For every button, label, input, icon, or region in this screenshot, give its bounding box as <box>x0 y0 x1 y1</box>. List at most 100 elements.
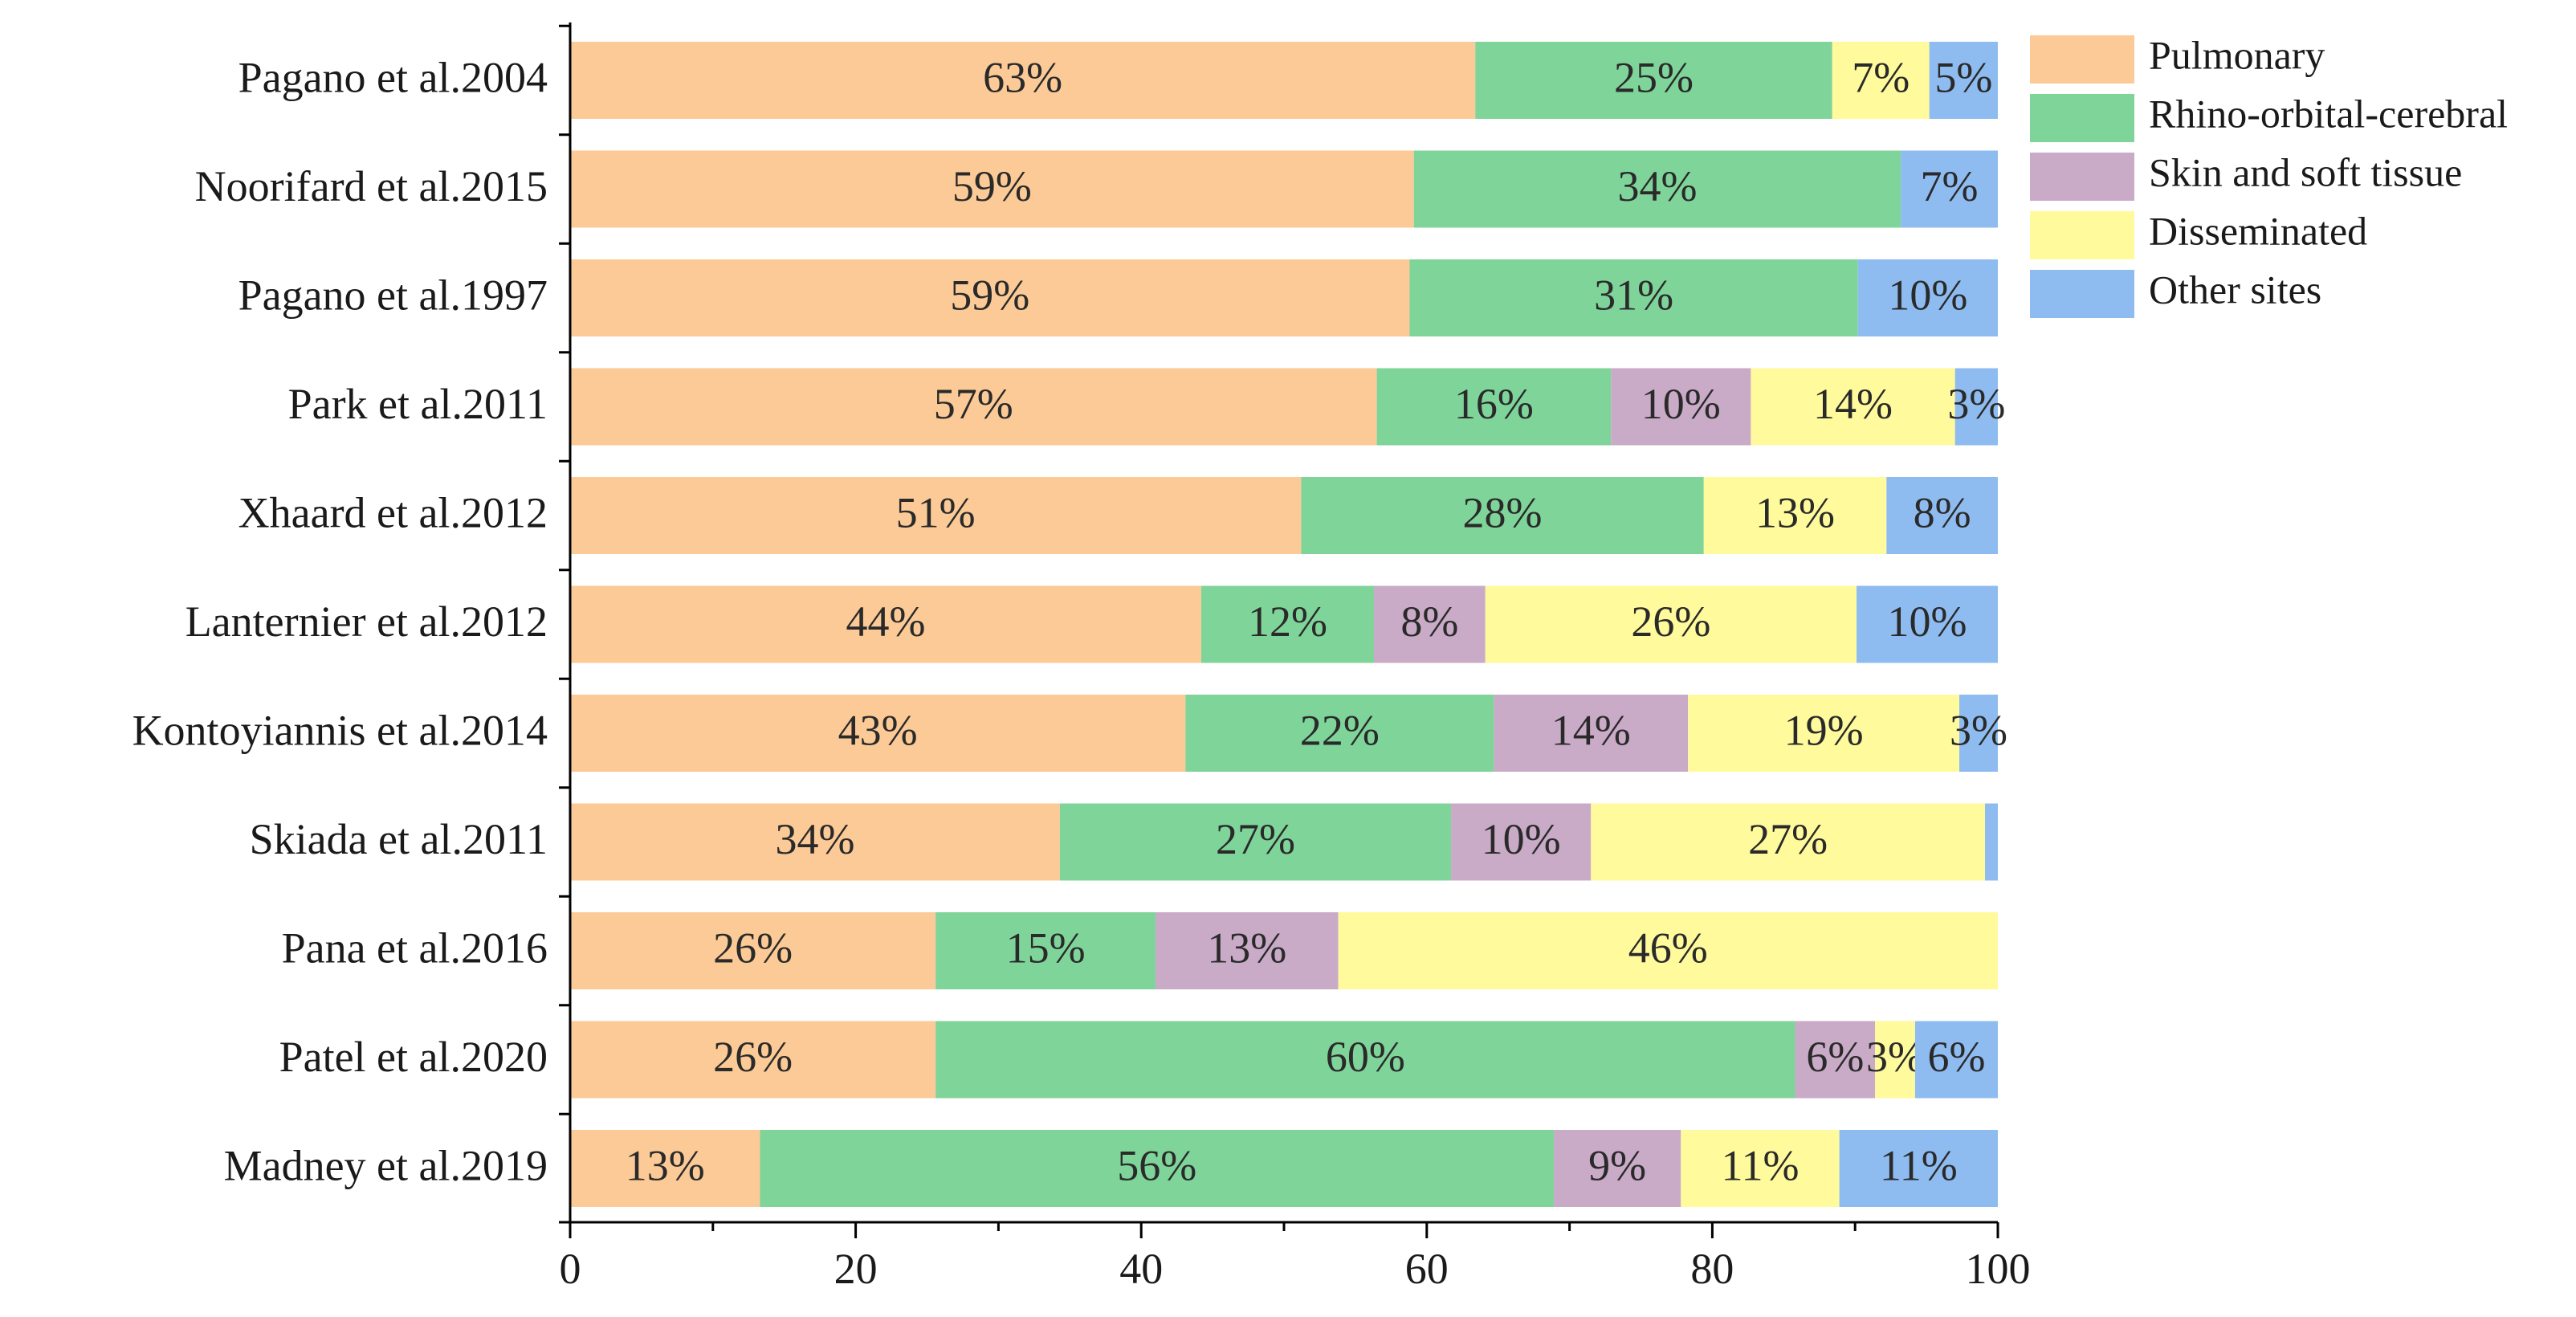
bar-segment-rhino-orbital-cerebral-madney-et-al-2019 <box>760 1130 1555 1207</box>
category-label-park-et-al-2011: Park et al.2011 <box>288 380 548 428</box>
data-label-skin-and-soft-tissue-kontoyiannis-et-al-2014: 14% <box>1551 706 1631 754</box>
category-label-pagano-et-al-2004: Pagano et al.2004 <box>238 53 548 101</box>
data-label-rhino-orbital-cerebral-madney-et-al-2019: 56% <box>1117 1141 1196 1189</box>
bar-segment-rhino-orbital-cerebral-xhaard-et-al-2012 <box>1301 477 1704 554</box>
data-label-pulmonary-park-et-al-2011: 57% <box>934 380 1013 428</box>
data-label-disseminated-pagano-et-al-2004: 7% <box>1852 53 1910 101</box>
category-label-patel-et-al-2020: Patel et al.2020 <box>279 1033 548 1081</box>
bar-segment-rhino-orbital-cerebral-skiada-et-al-2011 <box>1059 803 1452 881</box>
bar-segment-pulmonary-xhaard-et-al-2012 <box>570 477 1302 554</box>
bar-segment-other-sites-park-et-al-2011 <box>1954 368 1998 446</box>
bar-segment-disseminated-madney-et-al-2019 <box>1681 1130 1840 1207</box>
data-label-other-sites-lanternier-et-al-2012: 10% <box>1887 597 1967 646</box>
data-label-other-sites-madney-et-al-2019: 11% <box>1880 1141 1958 1189</box>
category-label-kontoyiannis-et-al-2014: Kontoyiannis et al.2014 <box>132 706 548 754</box>
bar-segment-disseminated-xhaard-et-al-2012 <box>1703 477 1887 554</box>
data-label-skin-and-soft-tissue-madney-et-al-2019: 9% <box>1588 1141 1646 1189</box>
category-label-xhaard-et-al-2012: Xhaard et al.2012 <box>238 488 548 536</box>
data-label-rhino-orbital-cerebral-noorifard-et-al-2015: 34% <box>1617 162 1697 210</box>
data-label-disseminated-madney-et-al-2019: 11% <box>1721 1141 1799 1189</box>
data-label-skin-and-soft-tissue-patel-et-al-2020: 6% <box>1806 1033 1864 1081</box>
bar-segment-skin-and-soft-tissue-skiada-et-al-2011 <box>1451 803 1592 881</box>
bar-segment-disseminated-lanternier-et-al-2012 <box>1485 585 1857 663</box>
bar-segment-rhino-orbital-cerebral-pana-et-al-2016 <box>935 912 1156 989</box>
bar-segment-skin-and-soft-tissue-kontoyiannis-et-al-2014 <box>1494 695 1689 772</box>
data-label-other-sites-pagano-et-al-2004: 5% <box>1934 53 1992 101</box>
bar-segment-pulmonary-noorifard-et-al-2015 <box>570 150 1414 228</box>
bar-segment-rhino-orbital-cerebral-noorifard-et-al-2015 <box>1413 150 1901 228</box>
data-label-disseminated-lanternier-et-al-2012: 26% <box>1631 597 1710 646</box>
data-label-pulmonary-patel-et-al-2020: 26% <box>713 1033 793 1081</box>
data-label-rhino-orbital-cerebral-skiada-et-al-2011: 27% <box>1216 815 1295 863</box>
bar-segment-disseminated-kontoyiannis-et-al-2014 <box>1688 695 1959 772</box>
category-label-skiada-et-al-2011: Skiada et al.2011 <box>250 815 548 863</box>
bar-segment-other-sites-lanternier-et-al-2012 <box>1856 585 1998 663</box>
axes-layer: Pagano et al.2004 Noorifard et al.2015 Pag… <box>132 22 2031 1293</box>
data-label-other-sites-park-et-al-2011: 3% <box>1947 380 2005 428</box>
data-label-other-sites-patel-et-al-2020: 6% <box>1927 1033 1985 1081</box>
x-tick-label-80: 80 <box>1690 1245 1734 1293</box>
legend-label-skin-and-soft-tissue: Skin and soft tissue <box>2149 149 2462 194</box>
bar-segment-rhino-orbital-cerebral-kontoyiannis-et-al-2014 <box>1185 695 1494 772</box>
data-label-pulmonary-pagano-et-al-1997: 59% <box>950 271 1029 319</box>
data-label-disseminated-xhaard-et-al-2012: 13% <box>1755 488 1835 536</box>
bar-segment-disseminated-pagano-et-al-2004 <box>1832 42 1930 119</box>
legend-label-disseminated: Disseminated <box>2149 208 2367 253</box>
bar-segment-skin-and-soft-tissue-park-et-al-2011 <box>1611 368 1751 446</box>
data-label-rhino-orbital-cerebral-pana-et-al-2016: 15% <box>1006 924 1086 972</box>
data-label-disseminated-park-et-al-2011: 14% <box>1813 380 1893 428</box>
bar-segment-disseminated-patel-et-al-2020 <box>1875 1021 1915 1099</box>
bar-segment-pulmonary-pagano-et-al-2004 <box>570 42 1476 119</box>
data-label-pulmonary-pana-et-al-2016: 26% <box>713 924 793 972</box>
data-label-skin-and-soft-tissue-pana-et-al-2016: 13% <box>1207 924 1286 972</box>
data-label-skin-and-soft-tissue-lanternier-et-al-2012: 8% <box>1400 597 1458 646</box>
bar-segment-pulmonary-park-et-al-2011 <box>570 368 1377 446</box>
category-label-lanternier-et-al-2012: Lanternier et al.2012 <box>185 597 548 646</box>
bar-segment-pulmonary-lanternier-et-al-2012 <box>570 585 1201 663</box>
x-tick-label-0: 0 <box>560 1245 581 1293</box>
bar-segment-disseminated-park-et-al-2011 <box>1751 368 1955 446</box>
data-label-other-sites-kontoyiannis-et-al-2014: 3% <box>1950 706 2007 754</box>
data-label-rhino-orbital-cerebral-patel-et-al-2020: 60% <box>1326 1033 1405 1081</box>
bars-layer: 63% 25% 7% 5% 59% 34% 7% 59% 31% 10% 57% 16% 10% 14% 3… <box>570 42 2007 1207</box>
x-tick-label-60: 60 <box>1405 1245 1449 1293</box>
data-label-pulmonary-madney-et-al-2019: 13% <box>626 1141 705 1189</box>
data-label-other-sites-xhaard-et-al-2012: 8% <box>1914 488 1971 536</box>
data-label-disseminated-skiada-et-al-2011: 27% <box>1748 815 1828 863</box>
category-label-noorifard-et-al-2015: Noorifard et al.2015 <box>195 162 548 210</box>
data-label-other-sites-noorifard-et-al-2015: 7% <box>1921 162 1979 210</box>
bar-segment-pulmonary-patel-et-al-2020 <box>570 1021 936 1099</box>
data-label-pulmonary-kontoyiannis-et-al-2014: 43% <box>838 706 918 754</box>
category-label-madney-et-al-2019: Madney et al.2019 <box>224 1141 548 1189</box>
data-label-rhino-orbital-cerebral-lanternier-et-al-2012: 12% <box>1248 597 1327 646</box>
x-tick-label-100: 100 <box>1966 1245 2031 1293</box>
bar-segment-other-sites-kontoyiannis-et-al-2014 <box>1958 695 1998 772</box>
category-label-pana-et-al-2016: Pana et al.2016 <box>282 924 548 972</box>
category-label-pagano-et-al-1997: Pagano et al.1997 <box>238 271 548 319</box>
data-label-disseminated-pana-et-al-2016: 46% <box>1628 924 1708 972</box>
bar-segment-rhino-orbital-cerebral-pagano-et-al-2004 <box>1475 42 1832 119</box>
data-label-other-sites-pagano-et-al-1997: 10% <box>1888 271 1967 319</box>
bar-segment-rhino-orbital-cerebral-lanternier-et-al-2012 <box>1200 585 1375 663</box>
legend-label-rhino-orbital-cerebral: Rhino-orbital-cerebral <box>2149 91 2508 136</box>
data-label-skin-and-soft-tissue-skiada-et-al-2011: 10% <box>1482 815 1561 863</box>
bar-segment-skin-and-soft-tissue-patel-et-al-2020 <box>1795 1021 1876 1099</box>
data-label-disseminated-patel-et-al-2020: 3% <box>1866 1033 1924 1081</box>
bar-segment-rhino-orbital-cerebral-park-et-al-2011 <box>1376 368 1612 446</box>
data-label-pulmonary-lanternier-et-al-2012: 44% <box>846 597 925 646</box>
bar-segment-skin-and-soft-tissue-lanternier-et-al-2012 <box>1374 585 1486 663</box>
data-label-rhino-orbital-cerebral-xhaard-et-al-2012: 28% <box>1463 488 1543 536</box>
bar-segment-disseminated-skiada-et-al-2011 <box>1591 803 1985 881</box>
legend-label-pulmonary: Pulmonary <box>2149 32 2325 77</box>
bar-segment-pulmonary-pagano-et-al-1997 <box>570 259 1410 336</box>
legend-swatch-other-sites <box>2030 270 2134 318</box>
bar-segment-skin-and-soft-tissue-madney-et-al-2019 <box>1554 1130 1681 1207</box>
data-label-rhino-orbital-cerebral-pagano-et-al-1997: 31% <box>1594 271 1673 319</box>
bar-segment-pulmonary-pana-et-al-2016 <box>570 912 936 989</box>
bar-segment-pulmonary-skiada-et-al-2011 <box>570 803 1060 881</box>
legend-swatch-rhino-orbital-cerebral <box>2030 94 2134 142</box>
data-label-skin-and-soft-tissue-park-et-al-2011: 10% <box>1641 380 1721 428</box>
bar-segment-pulmonary-madney-et-al-2019 <box>570 1130 760 1207</box>
data-label-rhino-orbital-cerebral-pagano-et-al-2004: 25% <box>1614 53 1694 101</box>
